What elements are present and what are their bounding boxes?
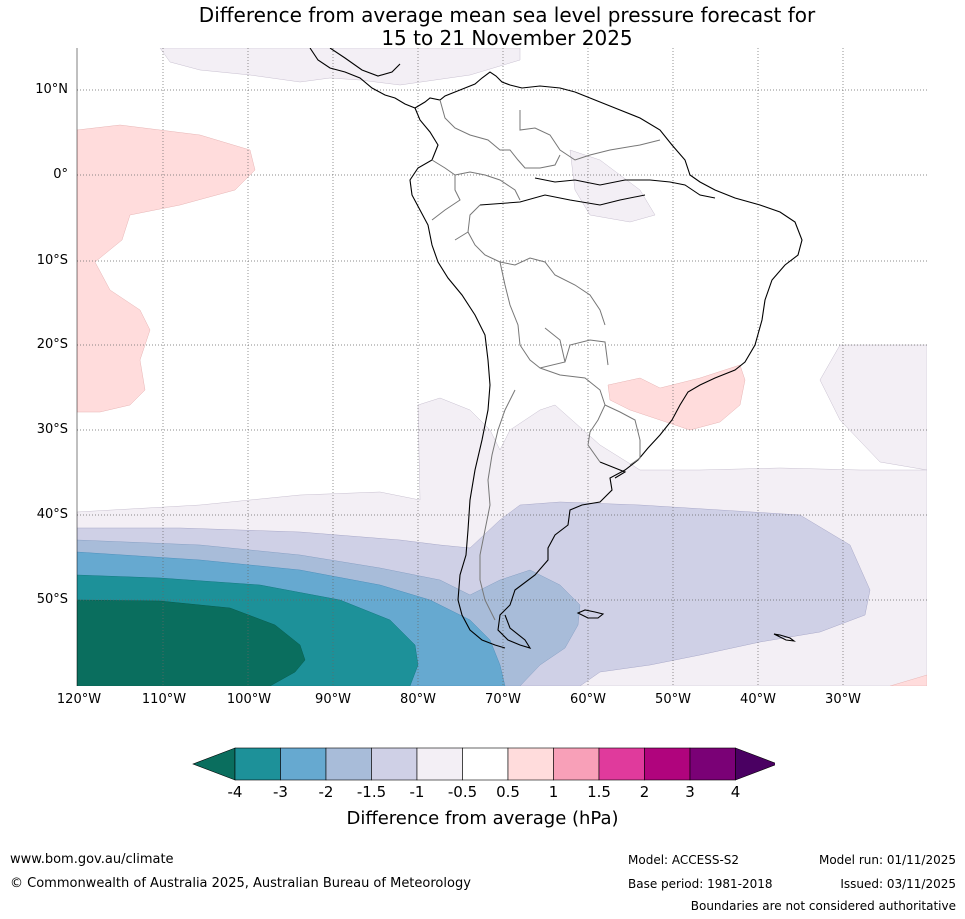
anomaly-field-east-lavender <box>819 344 927 471</box>
country-borders <box>431 99 661 621</box>
colorbar-cell <box>598 747 645 781</box>
colorbar-cell <box>644 747 691 781</box>
colorbar-tick-label: 4 <box>730 783 741 801</box>
anomaly-field-atlantic-pink <box>607 364 746 431</box>
colorbar-cell <box>507 747 554 781</box>
anomaly-field-southeast-pink <box>889 674 927 686</box>
colorbar-tick-label: -3 <box>273 783 288 801</box>
footer-model-run: Model run: 01/11/2025 <box>818 853 956 867</box>
coastlines <box>309 48 803 649</box>
footer-model: Model: ACCESS-S2 <box>628 853 740 867</box>
coastline-amazon-mouth <box>479 194 646 206</box>
lon-label-90w: 90°W <box>315 692 351 707</box>
coastline-central-america <box>309 48 576 109</box>
lon-label-40w: 40°W <box>740 692 776 707</box>
colorbar-cell <box>280 747 327 781</box>
anomaly-field-north-lavender <box>159 48 521 86</box>
footer-issued: Issued: 03/11/2025 <box>840 877 956 891</box>
colorbar-cell <box>462 747 509 781</box>
lat-label-50s: 50°S <box>36 592 68 607</box>
coastline-west-coast <box>409 107 506 649</box>
lat-label-10s: 10°S <box>36 253 68 268</box>
colorbar-extend-low <box>192 747 236 781</box>
anomaly-field-pacific-pink <box>77 124 256 413</box>
lon-label-120w: 120°W <box>56 692 102 707</box>
colorbar-cell <box>325 747 372 781</box>
colorbar-cell <box>371 747 418 781</box>
lat-label-10n: 10°N <box>35 82 68 97</box>
lat-label-30s: 30°S <box>36 422 68 437</box>
colorbar-cell <box>553 747 600 781</box>
lon-label-100w: 100°W <box>226 692 272 707</box>
colorbar-cell <box>416 747 463 781</box>
colorbar-tick-label: -2 <box>318 783 334 801</box>
colorbar-tick-label: -1 <box>409 783 425 801</box>
footer-copyright: © Commonwealth of Australia 2025, Austra… <box>10 876 471 891</box>
colorbar-tick-label: -1.5 <box>356 783 387 801</box>
lon-label-110w: 110°W <box>141 692 187 707</box>
colorbar-title: Difference from average (hPa) <box>346 808 619 829</box>
coastline-central-america-north <box>329 48 401 77</box>
coastline-rio-de-la-plata <box>599 461 627 479</box>
coastline-falklands <box>576 609 605 619</box>
gridlines <box>77 48 927 686</box>
lat-label-0: 0° <box>53 167 68 182</box>
coastline-amazon-river <box>534 177 716 199</box>
colorbar-tick-label: -4 <box>227 783 243 801</box>
colorbar <box>192 747 775 781</box>
footer-disclaimer: Boundaries are not considered authoritat… <box>690 899 956 913</box>
colorbar-extend-high <box>735 747 775 781</box>
title-line-2: 15 to 21 November 2025 <box>381 26 633 50</box>
lat-label-20s: 20°S <box>36 337 68 352</box>
chart-title: Difference from average mean sea level p… <box>0 4 965 50</box>
coastline-south-georgia <box>773 633 796 642</box>
coastline-south-america <box>497 91 803 649</box>
colorbar-tick-label: 2 <box>639 783 650 801</box>
colorbar-cell <box>234 747 281 781</box>
lon-label-80w: 80°W <box>400 692 436 707</box>
lat-label-40s: 40°S <box>36 507 68 522</box>
lon-label-30w: 30°W <box>825 692 861 707</box>
colorbar-tick-label: 1 <box>548 783 559 801</box>
footer-url: www.bom.gov.au/climate <box>10 852 174 867</box>
lon-label-70w: 70°W <box>485 692 521 707</box>
colorbar-tick-label: -0.5 <box>447 783 478 801</box>
colorbar-cell <box>689 747 736 781</box>
footer-base-period: Base period: 1981-2018 <box>628 877 773 891</box>
lon-label-50w: 50°W <box>655 692 691 707</box>
lon-label-60w: 60°W <box>570 692 606 707</box>
colorbar-tick-label: 1.5 <box>587 783 611 801</box>
anomaly-fields <box>77 48 927 686</box>
colorbar-tick-label: 3 <box>685 783 695 801</box>
colorbar-tick-label: 0.5 <box>496 783 520 801</box>
title-line-1: Difference from average mean sea level p… <box>198 3 816 27</box>
